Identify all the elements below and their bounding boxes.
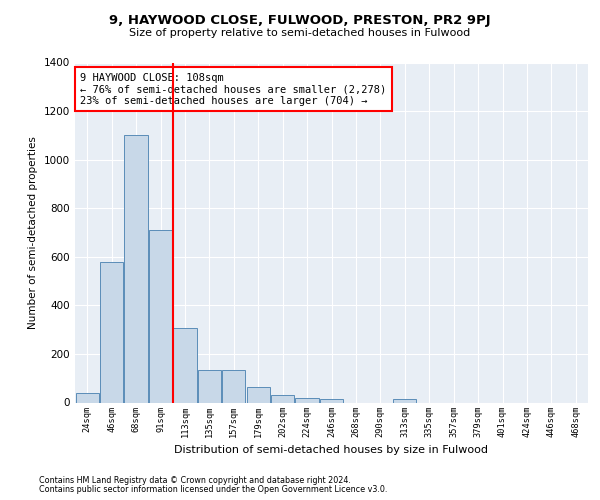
Bar	[100, 262, 123, 402]
Bar	[124, 136, 148, 402]
Text: 9 HAYWOOD CLOSE: 108sqm
← 76% of semi-detached houses are smaller (2,278)
23% of: 9 HAYWOOD CLOSE: 108sqm ← 76% of semi-de…	[80, 72, 386, 106]
Y-axis label: Number of semi-detached properties: Number of semi-detached properties	[28, 136, 38, 329]
Bar	[320, 399, 343, 402]
Text: Contains HM Land Registry data © Crown copyright and database right 2024.: Contains HM Land Registry data © Crown c…	[39, 476, 351, 485]
Bar	[247, 386, 270, 402]
Bar	[271, 395, 294, 402]
Bar	[76, 393, 99, 402]
Text: Size of property relative to semi-detached houses in Fulwood: Size of property relative to semi-detach…	[130, 28, 470, 38]
Bar	[295, 398, 319, 402]
Bar	[222, 370, 245, 402]
Bar	[173, 328, 197, 402]
X-axis label: Distribution of semi-detached houses by size in Fulwood: Distribution of semi-detached houses by …	[175, 445, 488, 455]
Bar	[198, 370, 221, 402]
Bar	[149, 230, 172, 402]
Text: 9, HAYWOOD CLOSE, FULWOOD, PRESTON, PR2 9PJ: 9, HAYWOOD CLOSE, FULWOOD, PRESTON, PR2 …	[109, 14, 491, 27]
Text: Contains public sector information licensed under the Open Government Licence v3: Contains public sector information licen…	[39, 485, 388, 494]
Bar	[393, 399, 416, 402]
